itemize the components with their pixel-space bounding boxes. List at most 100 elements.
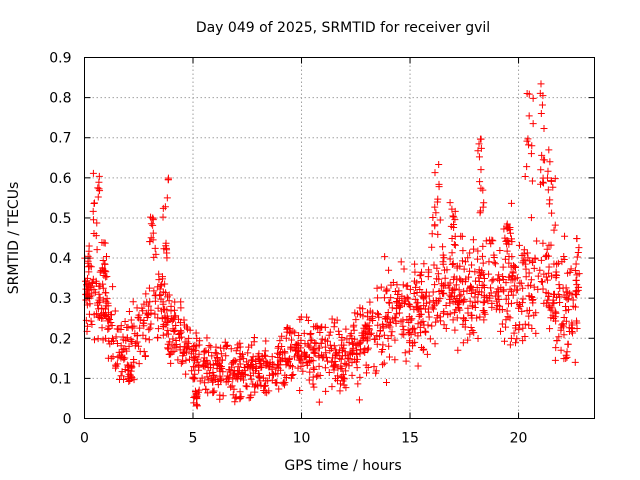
data-point: [281, 371, 289, 379]
data-point: [310, 349, 318, 357]
data-point: [246, 365, 254, 373]
data-point: [145, 326, 153, 334]
data-point: [328, 315, 336, 323]
data-point: [94, 305, 102, 313]
data-point: [156, 285, 164, 293]
data-point: [554, 259, 562, 267]
data-point: [147, 220, 155, 228]
data-point: [460, 265, 468, 273]
data-point: [527, 150, 535, 158]
data-point: [135, 360, 143, 368]
data-point: [374, 321, 382, 329]
data-point: [317, 339, 325, 347]
data-point: [184, 340, 192, 348]
data-point: [191, 387, 199, 395]
data-point: [200, 362, 208, 370]
data-point: [537, 110, 545, 118]
data-point: [207, 364, 215, 372]
data-point: [102, 312, 110, 320]
data-point: [385, 342, 393, 350]
data-point: [249, 353, 257, 361]
data-point: [439, 258, 447, 266]
data-point: [545, 292, 553, 300]
data-point: [418, 278, 426, 286]
data-point: [117, 342, 125, 350]
data-point: [98, 238, 106, 246]
data-point: [364, 346, 372, 354]
data-point: [391, 336, 399, 344]
data-point: [193, 402, 201, 410]
data-point: [551, 175, 559, 183]
data-point: [405, 301, 413, 309]
data-point: [213, 350, 221, 358]
data-point: [539, 156, 547, 164]
data-point: [453, 314, 461, 322]
data-point: [508, 272, 516, 280]
data-point: [200, 348, 208, 356]
data-point: [151, 244, 159, 252]
data-point: [388, 328, 396, 336]
data-point: [274, 344, 282, 352]
data-point: [512, 263, 520, 271]
data-point: [540, 270, 548, 278]
data-point: [222, 352, 230, 360]
data-point: [505, 273, 513, 281]
data-point: [193, 342, 201, 350]
data-point: [406, 285, 414, 293]
data-point: [165, 291, 173, 299]
data-point: [247, 393, 255, 401]
data-point: [174, 356, 182, 364]
data-point: [310, 323, 318, 331]
data-point: [349, 344, 357, 352]
data-point: [236, 388, 244, 396]
data-point: [400, 331, 408, 339]
data-point: [386, 318, 394, 326]
data-point: [455, 298, 463, 306]
data-point: [191, 363, 199, 371]
data-point: [309, 346, 317, 354]
data-point: [112, 333, 120, 341]
data-point: [525, 112, 533, 120]
data-point: [164, 344, 172, 352]
data-point: [313, 322, 321, 330]
data-point: [167, 359, 175, 367]
data-point: [422, 288, 430, 296]
data-point: [475, 274, 483, 282]
data-point: [315, 398, 323, 406]
data-point: [128, 363, 136, 371]
data-point: [363, 369, 371, 377]
data-point: [217, 344, 225, 352]
data-point: [101, 260, 109, 268]
data-point: [163, 254, 171, 262]
data-point: [216, 391, 224, 399]
data-point: [550, 299, 558, 307]
data-point: [544, 167, 552, 175]
data-point: [112, 361, 120, 369]
data-point: [458, 232, 466, 240]
data-point: [523, 90, 531, 98]
data-point: [406, 303, 414, 311]
data-point: [182, 344, 190, 352]
data-point: [150, 253, 158, 261]
data-point: [451, 285, 459, 293]
data-point: [342, 367, 350, 375]
data-point: [433, 264, 441, 272]
data-point: [571, 358, 579, 366]
data-point: [477, 207, 485, 215]
data-point: [351, 335, 359, 343]
data-point: [202, 385, 210, 393]
data-point: [450, 275, 458, 283]
data-point: [353, 351, 361, 359]
data-point: [494, 292, 502, 300]
data-point: [561, 232, 569, 240]
data-point: [398, 292, 406, 300]
data-point: [410, 289, 418, 297]
x-tick-label: 5: [189, 431, 198, 447]
data-point: [242, 382, 250, 390]
data-point: [521, 173, 529, 181]
data-point: [528, 325, 536, 333]
data-point: [433, 198, 441, 206]
data-point: [457, 291, 465, 299]
data-point: [354, 310, 362, 318]
data-point: [455, 286, 463, 294]
